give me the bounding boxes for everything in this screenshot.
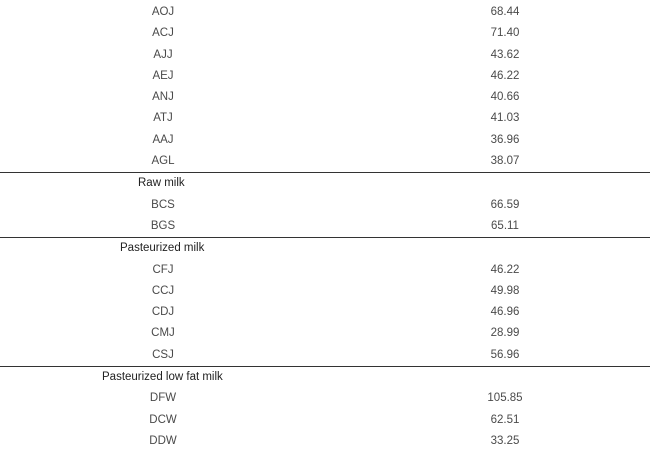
group-title: Pasteurized milk [120,242,205,255]
sample-code: BCS [151,198,175,211]
sample-code: BGS [150,219,176,232]
sample-value: 46.22 [490,69,520,82]
sample-value: 36.96 [490,133,520,146]
sample-code: CCJ [151,284,175,297]
sample-value: 49.98 [490,284,520,297]
table-row: ACJ 71.40 [0,23,650,44]
table-row: CCJ 49.98 [0,281,650,302]
sample-value: 71.40 [490,27,520,40]
table-row: CMJ 28.99 [0,323,650,344]
table-group: AOJ 68.44 ACJ 71.40 AJJ 43.62 AEJ 46.22 ANJ 40.66… [0,2,650,174]
sample-value: 46.96 [490,306,520,319]
group-title: Pasteurized low fat milk [102,371,223,384]
sample-code: CMJ [151,327,175,340]
table-group: Pasteurized low fat milk DFW 105.85 DCW 62.5… [0,367,650,452]
table-group: Pasteurized milk CFJ 46.22 CCJ 49.98 CDJ 46.96… [0,238,650,368]
sample-value: 41.03 [490,112,520,125]
table-row: AOJ 68.44 [0,2,650,23]
sample-code: CFJ [152,263,174,276]
sample-value: 56.96 [490,348,520,361]
sample-value: 66.59 [490,198,520,211]
group-header-row: Pasteurized low fat milk [0,367,650,388]
sample-value: 68.44 [490,6,520,18]
table-row: CDJ 46.96 [0,302,650,323]
table-row: CSJ 56.96 [0,345,650,366]
table-row: AJJ 43.62 [0,45,650,66]
sample-code: DFW [149,392,177,405]
sample-code: CDJ [151,306,175,319]
table-row: AGL 38.07 [0,151,650,172]
table-row: BCS 66.59 [0,195,650,216]
sample-value: 40.66 [490,91,520,104]
table-row: DFW 105.85 [0,388,650,409]
table-row: ANJ 40.66 [0,87,650,108]
table-row: DCW 62.51 [0,410,650,431]
group-header-row: Pasteurized milk [0,238,650,259]
sample-value: 105.85 [487,392,523,405]
sample-code: DCW [149,413,177,426]
group-header-row: Raw milk [0,173,650,194]
sample-code: ACJ [152,27,174,40]
sample-value: 43.62 [490,48,520,61]
sample-code: DDW [149,434,177,447]
sample-code: ATJ [153,112,173,125]
sample-value: 65.11 [491,219,519,232]
sample-code: AGL [151,155,175,168]
sample-code: AOJ [151,6,175,18]
sample-code: CSJ [152,348,174,361]
sample-value: 33.25 [490,434,520,447]
table-row: DDW 33.25 [0,431,650,452]
sample-value: 28.99 [490,327,520,340]
sample-code: AAJ [152,133,174,146]
sample-code: AJJ [153,48,173,61]
sample-code: ANJ [152,91,174,104]
table-row: BGS 65.11 [0,216,650,237]
group-title: Raw milk [138,177,185,190]
table-row: AEJ 46.22 [0,66,650,87]
sample-value: 46.22 [490,263,520,276]
table-row: ATJ 41.03 [0,108,650,129]
sample-value: 38.07 [490,155,520,168]
table-group: Raw milk BCS 66.59 BGS 65.11 [0,173,650,239]
table-row: CFJ 46.22 [0,260,650,281]
sample-code: AEJ [152,69,174,82]
table-row: AAJ 36.96 [0,130,650,151]
sample-value: 62.51 [490,413,520,426]
